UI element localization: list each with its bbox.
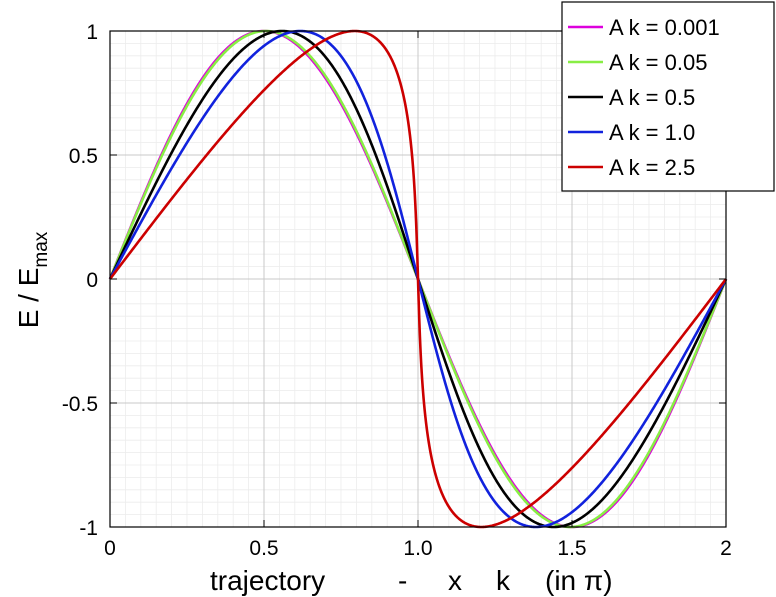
x-axis-label-dash: -: [398, 565, 407, 596]
x-tick-label: 0.5: [249, 537, 278, 560]
series-group: [108, 29, 728, 529]
x-tick-labels: 0 0.5 1.0 1.5 2: [104, 537, 732, 560]
x-axis-label-main: trajectory: [210, 565, 325, 596]
y-tick-label: -0.5: [62, 393, 98, 416]
y-tick-label: 1: [86, 21, 98, 44]
y-tick-label: -1: [79, 517, 98, 540]
x-axis-label-k: k: [496, 565, 511, 596]
series-line: [108, 29, 728, 529]
legend-label: A k = 0.001: [609, 15, 720, 40]
y-axis-label-sub: max: [31, 231, 52, 267]
legend-label: A k = 2.5: [609, 155, 695, 180]
y-tick-label: 0.5: [69, 145, 98, 168]
x-axis-label-unit: (in π): [545, 565, 613, 596]
x-tick-label: 2: [720, 537, 732, 560]
y-tick-labels: 1 0.5 0 -0.5 -1: [62, 21, 98, 540]
svg-text:E / Emax: E / Emax: [13, 231, 52, 328]
y-axis-label: E / Emax: [13, 231, 52, 328]
y-axis-label-main: E / E: [13, 268, 44, 329]
legend: A k = 0.001 A k = 0.05 A k = 0.5 A k = 1.0 A…: [561, 1, 775, 192]
x-tick-label: 1.5: [557, 537, 586, 560]
y-tick-label: 0: [86, 269, 98, 292]
legend-label: A k = 0.5: [609, 85, 695, 110]
legend-label: A k = 0.05: [609, 50, 707, 75]
legend-label: A k = 1.0: [609, 120, 695, 145]
x-tick-label: 1.0: [403, 537, 432, 560]
x-tick-label: 0: [104, 537, 116, 560]
x-axis-label-x: x: [448, 565, 462, 596]
